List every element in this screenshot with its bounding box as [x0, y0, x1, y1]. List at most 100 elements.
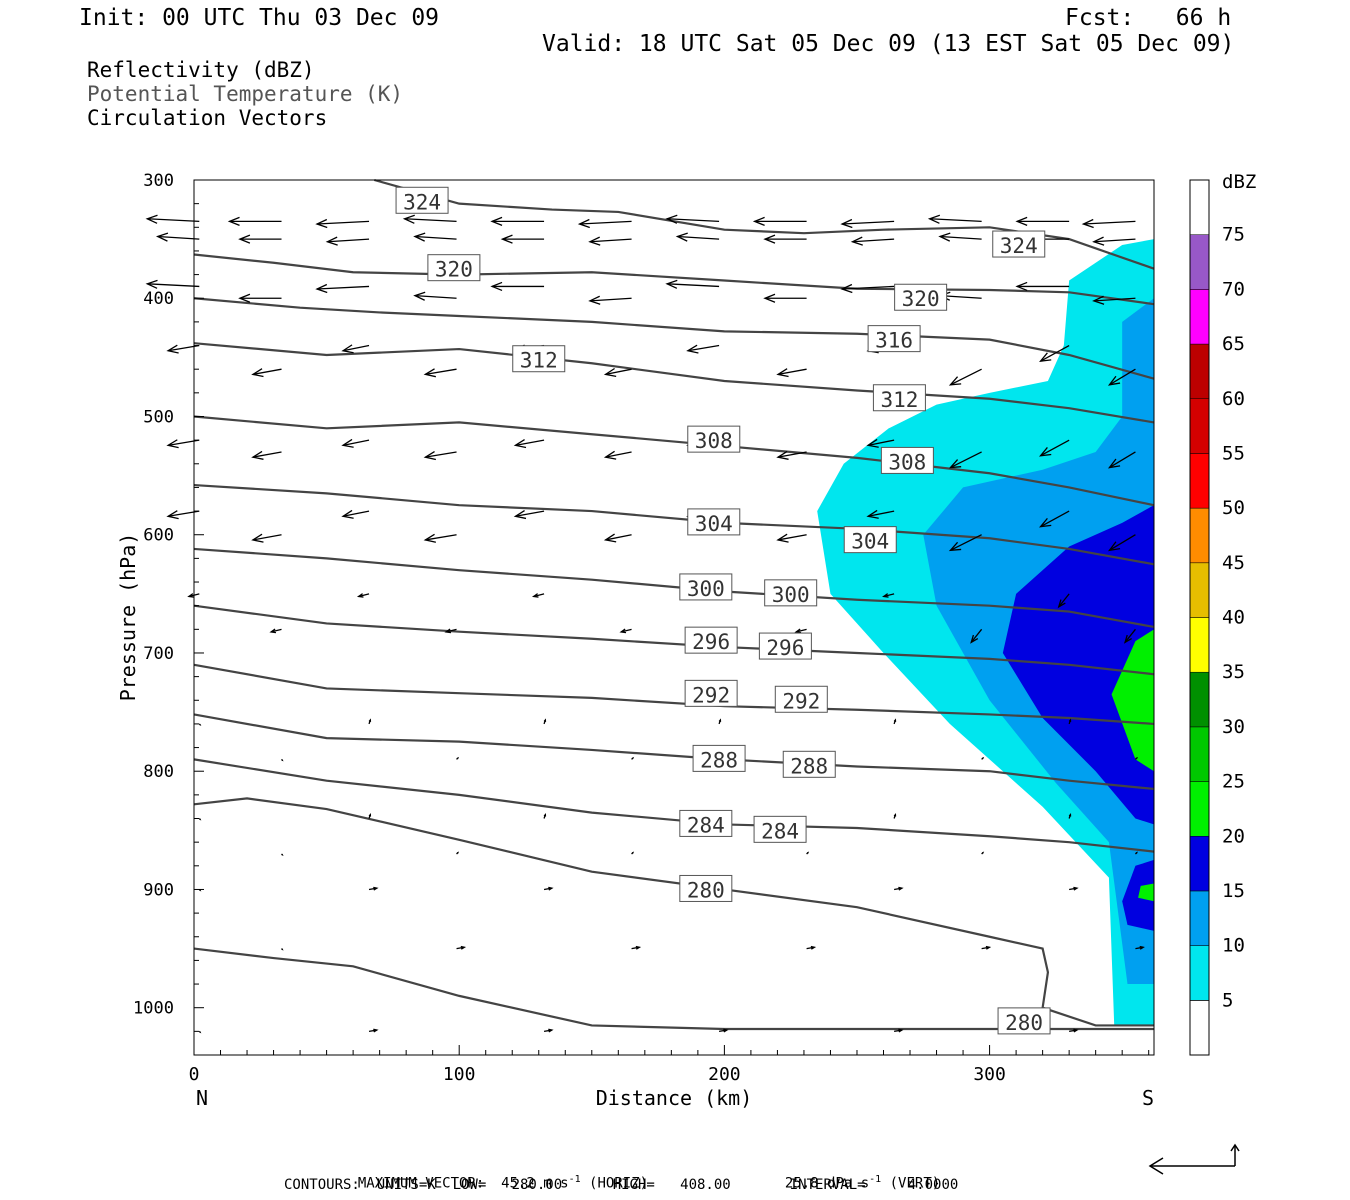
y-tick-label-400: 400 — [143, 289, 174, 309]
circulation-vector-57 — [776, 450, 807, 460]
contour-label-box-308-1 — [880, 446, 934, 474]
circulation-vector-86 — [543, 718, 547, 725]
circulation-vector-114 — [281, 948, 284, 951]
contour-label-284-1: 284 — [761, 819, 799, 843]
theta-contour-unlabeled-12 — [193, 947, 1154, 1031]
x-end-label-south: S — [1142, 1086, 1154, 1110]
contour-label-box-280-0 — [679, 874, 733, 902]
colorbar-bin-15 — [1189, 836, 1210, 892]
circulation-vector-70 — [948, 534, 982, 552]
reflectivity-fill — [817, 239, 1154, 1026]
unit-exponent-horiz: -1 — [568, 1174, 581, 1185]
contour-label-296-0: 296 — [692, 630, 730, 654]
x-tick-label-200: 200 — [708, 1064, 741, 1085]
circulation-vector-49 — [341, 438, 370, 448]
contour-label-292-1: 292 — [782, 689, 820, 713]
circulation-vector-82 — [970, 628, 983, 644]
theta-contour-280-11 — [193, 797, 1154, 1027]
circulation-vector-94 — [981, 756, 985, 760]
x-tick-label-300: 300 — [973, 1064, 1006, 1085]
circulation-vector-61 — [341, 509, 370, 519]
circulation-vector-80 — [619, 628, 632, 634]
contour-label-312-0: 312 — [520, 349, 558, 373]
circulation-vector-1 — [227, 216, 282, 226]
forecast-hour: Fcst: 66 h — [1065, 5, 1232, 31]
circulation-vector-118 — [981, 945, 992, 950]
contour-label-box-308-0 — [687, 425, 741, 453]
contour-label-box-304-1 — [843, 526, 897, 554]
colorbar-bin-60 — [1189, 343, 1210, 399]
circulation-vectors — [145, 214, 1145, 1034]
colorbar-tick-50: 50 — [1222, 497, 1245, 519]
circulation-vector-66 — [251, 533, 282, 543]
circulation-vector-123 — [718, 1028, 729, 1033]
colorbar-bin-30 — [1189, 671, 1210, 728]
contour-label-box-284-0 — [679, 809, 733, 837]
circulation-vector-74 — [531, 593, 545, 598]
contour-label-box-316-0 — [867, 325, 921, 353]
circulation-vector-89 — [1068, 718, 1072, 725]
circulation-vector-37 — [341, 344, 370, 354]
circulation-vector-122 — [543, 1028, 554, 1033]
contour-label-288-0: 288 — [700, 748, 738, 772]
circulation-vector-124 — [894, 1028, 904, 1033]
valid-time: Valid: 18 UTC Sat 05 Dec 09 (13 EST Sat … — [542, 31, 1235, 57]
circulation-vector-29 — [1015, 281, 1070, 292]
circulation-vector-102 — [281, 853, 284, 857]
circulation-vector-115 — [456, 945, 467, 950]
contour-label-324-1: 324 — [1000, 234, 1038, 258]
y-tick-label-800: 800 — [143, 762, 174, 782]
max-vector-vert: 25.8 dPa s — [784, 1175, 870, 1192]
circulation-vector-81 — [794, 628, 807, 634]
circulation-vector-105 — [806, 851, 810, 855]
colorbar-bin-70 — [1189, 234, 1210, 290]
y-tick-label-1000: 1000 — [133, 999, 174, 1019]
contour-label-296-1: 296 — [766, 636, 804, 660]
circulation-vector-103 — [456, 851, 460, 855]
circulation-vector-13 — [238, 234, 282, 244]
circulation-vector-21 — [938, 232, 982, 242]
colorbar-tick-25: 25 — [1222, 771, 1245, 793]
contour-label-312-1: 312 — [880, 388, 918, 412]
y-tick-label-900: 900 — [143, 880, 174, 900]
circulation-vector-10 — [1015, 216, 1070, 226]
contour-label-box-304-0 — [687, 508, 741, 536]
circulation-vector-96 — [198, 818, 202, 821]
circulation-vector-31 — [413, 291, 457, 301]
colorbar-tick-60: 60 — [1222, 388, 1245, 410]
contour-label-284-0: 284 — [687, 813, 725, 837]
contour-label-304-1: 304 — [851, 530, 889, 554]
circulation-vector-36 — [166, 344, 200, 354]
plot-frame — [193, 179, 1155, 1056]
colorbar-bin-5 — [1189, 945, 1210, 1001]
y-tick-label-700: 700 — [143, 644, 174, 664]
circulation-vector-83 — [1123, 628, 1136, 644]
circulation-vector-25 — [315, 283, 370, 294]
circulation-vector-60 — [166, 510, 200, 520]
colorbar-title: dBZ — [1222, 171, 1256, 193]
colorbar-tick-30: 30 — [1222, 716, 1245, 738]
contour-label-box-300-1 — [764, 579, 818, 607]
colorbar-bin-45 — [1189, 507, 1210, 564]
circulation-vector-100 — [893, 812, 897, 819]
circulation-vector-54 — [251, 450, 282, 460]
circulation-vector-71 — [1107, 534, 1136, 552]
y-axis-label: Pressure (hPa) — [116, 533, 140, 702]
circulation-vector-101 — [1068, 812, 1072, 819]
contour-label-316-0: 316 — [875, 329, 913, 353]
circulation-vector-35 — [1092, 295, 1136, 305]
circulation-vector-88 — [893, 718, 897, 725]
contour-label-300-0: 300 — [687, 577, 725, 601]
circulation-vector-55 — [423, 451, 457, 461]
max-vector-horiz-tag: (HORIZ) — [580, 1175, 649, 1192]
colorbar-bin-10 — [1189, 890, 1210, 946]
circulation-vector-87 — [718, 718, 722, 725]
circulation-vector-62 — [513, 510, 545, 520]
circulation-vector-19 — [763, 234, 807, 244]
colorbar-tick-70: 70 — [1222, 278, 1245, 300]
circulation-vector-23 — [1092, 236, 1136, 246]
colorbar-bin-below-5 — [1189, 999, 1210, 1056]
circulation-vector-24 — [145, 279, 200, 289]
circulation-vector-53 — [1039, 439, 1070, 457]
